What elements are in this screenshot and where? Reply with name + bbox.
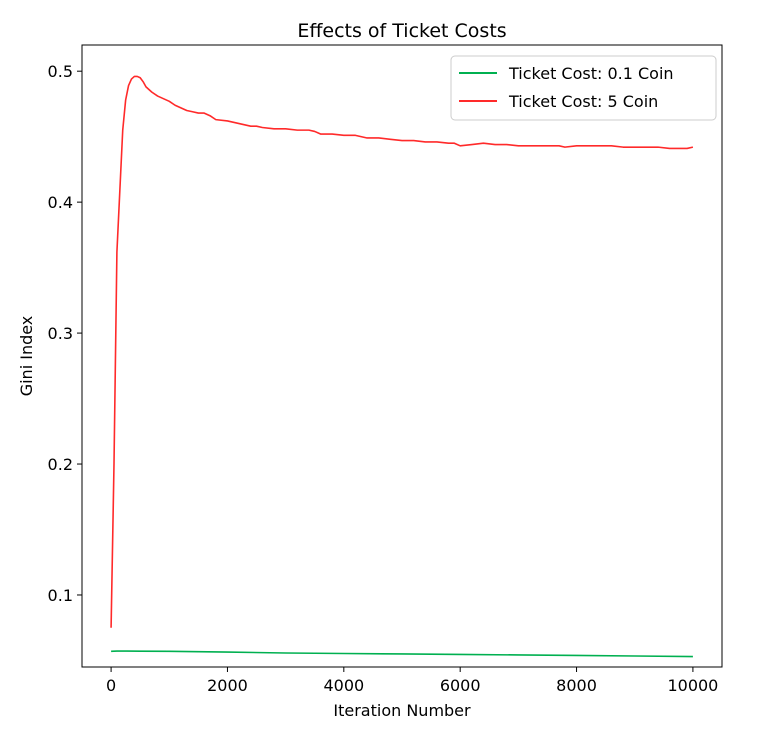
y-tick-label: 0.4 bbox=[48, 193, 73, 212]
x-tick-label: 0 bbox=[106, 676, 116, 695]
x-tick-label: 6000 bbox=[440, 676, 481, 695]
legend-label-2: Ticket Cost: 5 Coin bbox=[508, 92, 658, 111]
legend-label-1: Ticket Cost: 0.1 Coin bbox=[508, 64, 674, 83]
y-tick-label: 0.3 bbox=[48, 324, 73, 343]
plot-frame bbox=[81, 44, 723, 668]
y-axis-label: Gini Index bbox=[17, 316, 36, 397]
y-tick-label: 0.5 bbox=[48, 62, 73, 81]
chart-title: Effects of Ticket Costs bbox=[297, 20, 506, 42]
x-tick-label: 8000 bbox=[556, 676, 597, 695]
x-axis-label: Iteration Number bbox=[333, 701, 471, 720]
legend-box bbox=[450, 55, 717, 121]
y-tick-label: 0.2 bbox=[48, 455, 73, 474]
y-tick-label: 0.1 bbox=[48, 586, 73, 605]
x-tick-label: 10000 bbox=[667, 676, 718, 695]
series-line-1 bbox=[111, 650, 693, 658]
x-tick-label: 2000 bbox=[207, 676, 248, 695]
legend: Ticket Cost: 0.1 Coin Ticket Cost: 5 Coin bbox=[450, 55, 717, 121]
plot-area: 0 2000 4000 6000 8000 10000 0.1 0.2 0.3 0.4 0.5 bbox=[48, 44, 723, 695]
x-tick-label: 4000 bbox=[323, 676, 364, 695]
series-line-2 bbox=[110, 75, 694, 628]
